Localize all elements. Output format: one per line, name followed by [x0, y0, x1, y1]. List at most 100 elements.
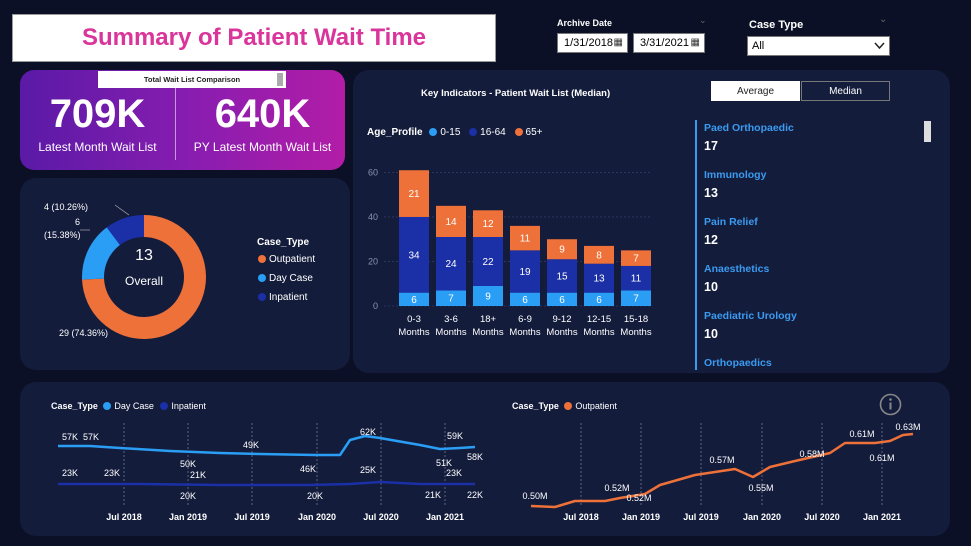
scrollbar[interactable]: [277, 73, 283, 86]
calendar-icon[interactable]: ▦: [690, 37, 700, 48]
bar-segment[interactable]: [510, 292, 540, 306]
calendar-icon[interactable]: ▦: [613, 37, 623, 48]
age-profile-bar-chart: 0 20 40 60 6 34 21 0-3 Months 7 24 14 3-6 Months 9 22 12…: [368, 167, 652, 338]
bar-segment[interactable]: [473, 285, 503, 306]
x-tick-label: 0-3: [407, 314, 421, 325]
leader-line: [114, 204, 130, 216]
donut-slice-inpatient[interactable]: [106, 215, 144, 246]
bar-segment[interactable]: [436, 237, 466, 291]
donut-label-inpatient: 4 (10.26%): [44, 202, 89, 212]
bar-segment[interactable]: [399, 170, 429, 217]
bar-segment[interactable]: [547, 239, 577, 260]
indicator-name[interactable]: Immunology: [704, 169, 767, 181]
bar-segment[interactable]: [584, 292, 614, 306]
point-data-label: 0.57M: [709, 455, 734, 465]
bar-segment[interactable]: [547, 259, 577, 293]
point-data-label: 23K: [104, 468, 120, 478]
indicator-name[interactable]: Orthopaedics: [704, 357, 772, 369]
bar-segment[interactable]: [547, 292, 577, 306]
bar-segment[interactable]: [621, 265, 651, 291]
case-type-label: Case Type: [749, 19, 804, 31]
legend-item-inpatient[interactable]: Inpatient: [258, 292, 307, 303]
bar-segment[interactable]: [584, 245, 614, 264]
legend-label: Outpatient: [269, 254, 316, 265]
indicator-list-accent: [695, 120, 697, 370]
donut-legend-title: Case_Type: [257, 237, 310, 248]
indicator-name[interactable]: Pain Relief: [704, 216, 758, 228]
indicator-name[interactable]: Anaesthetics: [704, 263, 770, 275]
bar-segment[interactable]: [584, 263, 614, 293]
series-line[interactable]: [58, 480, 475, 487]
point-data-label: 20K: [180, 491, 196, 501]
bar-data-label: 9: [559, 245, 565, 256]
point-data-label: 57K: [83, 432, 99, 442]
point-data-label: 22K: [467, 490, 483, 500]
date-to-input[interactable]: 3/31/2021 ▦: [633, 33, 705, 53]
bar-data-label: 6: [596, 295, 602, 306]
bar-data-label: 7: [633, 254, 639, 265]
bar-data-label: 19: [519, 267, 531, 278]
date-from-input[interactable]: 1/31/2018 ▦: [557, 33, 628, 53]
bar-data-label: 6: [522, 295, 528, 306]
x-tick-label: Jul 2018: [106, 512, 142, 522]
legend-label-inpatient[interactable]: Inpatient: [171, 401, 206, 411]
bar-data-label: 9: [485, 291, 491, 302]
point-data-label: 0.52M: [626, 493, 651, 503]
chevron-down-icon[interactable]: ⌄: [699, 15, 707, 25]
x-tick-label: Jan 2019: [622, 512, 660, 522]
legend-label-16-64[interactable]: 16-64: [480, 127, 506, 138]
bar-segment[interactable]: [510, 225, 540, 251]
kpi-divider: [175, 80, 176, 160]
bar-data-label: 12: [482, 219, 494, 230]
donut-slice-outpatient[interactable]: [82, 215, 206, 339]
x-tick-label: 18+: [480, 314, 497, 325]
legend-item-outpatient[interactable]: Outpatient: [258, 254, 315, 265]
indicator-name[interactable]: Paed Orthopaedic: [704, 122, 794, 134]
legend-label-0-15[interactable]: 0-15: [440, 127, 461, 138]
point-data-label: 21K: [425, 490, 441, 500]
daycase-inpatient-line-chart: Jul 2018 Jan 2019 Jul 2019 Jan 2020 Jul 2020…: [58, 423, 483, 522]
x-tick-label: Jul 2018: [563, 512, 599, 522]
bar-data-label: 6: [411, 295, 417, 306]
py-wait-list-value: 640K: [214, 92, 311, 136]
indicator-name[interactable]: Paediatric Urology: [704, 310, 797, 322]
bar-segment[interactable]: [510, 250, 540, 293]
left-legend-title: Case_Type: [51, 401, 98, 411]
series-line[interactable]: [530, 432, 914, 509]
legend-label-65plus[interactable]: 65+: [525, 127, 543, 138]
legend-label-outpatient[interactable]: Outpatient: [575, 401, 617, 411]
bar-segment[interactable]: [473, 237, 503, 286]
point-data-label: 23K: [62, 468, 78, 478]
legend-item-daycase[interactable]: Day Case: [258, 273, 313, 284]
donut-chart: [80, 204, 206, 339]
point-data-label: 46K: [300, 464, 316, 474]
x-tick-label: Months: [620, 327, 651, 338]
info-icon[interactable]: [879, 393, 902, 416]
tab-average[interactable]: Average: [711, 81, 800, 101]
x-tick-label: Months: [583, 327, 614, 338]
bar-segment[interactable]: [621, 290, 651, 306]
series-line[interactable]: [58, 434, 476, 457]
legend-label-daycase[interactable]: Day Case: [114, 401, 154, 411]
tab-median[interactable]: Median: [801, 81, 890, 101]
x-tick-label: Months: [509, 327, 540, 338]
x-tick-label: Months: [546, 327, 577, 338]
bar-segment[interactable]: [473, 210, 503, 237]
case-type-select[interactable]: All: [747, 36, 890, 56]
scrollbar[interactable]: [924, 121, 931, 142]
chevron-down-icon[interactable]: ⌄: [879, 14, 888, 25]
bar-segment[interactable]: [436, 205, 466, 237]
legend-label: Day Case: [269, 273, 313, 284]
point-data-label: 25K: [360, 465, 376, 475]
x-tick-label: 9-12: [552, 314, 571, 325]
x-tick-label: Months: [398, 327, 429, 338]
bar-segment[interactable]: [399, 216, 429, 293]
indicator-value: 13: [704, 186, 718, 200]
bar-segment[interactable]: [621, 250, 651, 266]
bar-data-label: 22: [482, 257, 494, 268]
legend-dot: [258, 255, 266, 263]
y-tick-label: 60: [368, 167, 378, 177]
bar-segment[interactable]: [436, 290, 466, 306]
bar-segment[interactable]: [399, 292, 429, 306]
donut-slice-daycase[interactable]: [82, 227, 120, 280]
